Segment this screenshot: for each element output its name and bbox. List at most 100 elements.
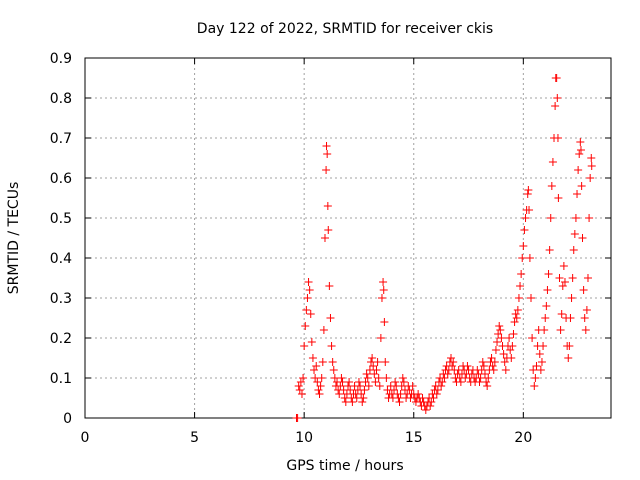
- x-tick-label: 0: [81, 430, 90, 446]
- data-point: [364, 382, 373, 390]
- data-point: [497, 334, 506, 342]
- data-point: [304, 278, 313, 286]
- y-tick-label: 0.6: [50, 171, 72, 187]
- data-point: [371, 378, 380, 386]
- data-point: [505, 334, 514, 342]
- data-point: [322, 166, 331, 174]
- data-point: [569, 246, 578, 254]
- y-tick-label: 0.7: [50, 131, 72, 147]
- data-point: [531, 374, 540, 382]
- y-tick-label: 0: [63, 411, 72, 427]
- data-point: [525, 206, 534, 214]
- data-point: [501, 366, 510, 374]
- data-point: [557, 310, 566, 318]
- data-point: [543, 286, 552, 294]
- data-point: [307, 338, 316, 346]
- data-point: [379, 278, 388, 286]
- data-point: [529, 366, 538, 374]
- data-point: [508, 342, 517, 350]
- data-point: [532, 362, 541, 370]
- data-point: [433, 386, 442, 394]
- x-tick-label: 5: [190, 430, 199, 446]
- x-tick-label: 20: [514, 430, 532, 446]
- data-point: [512, 314, 521, 322]
- data-point: [380, 318, 389, 326]
- data-point: [544, 270, 553, 278]
- data-point: [374, 374, 383, 382]
- y-tick-label: 0.2: [50, 331, 72, 347]
- data-point: [571, 214, 580, 222]
- data-point: [345, 378, 354, 386]
- data-point: [517, 270, 526, 278]
- data-point: [335, 390, 344, 398]
- data-point: [313, 378, 322, 386]
- data-point: [328, 358, 337, 366]
- data-point: [293, 414, 302, 422]
- data-point: [377, 294, 386, 302]
- data-point: [308, 354, 317, 362]
- data-point: [500, 358, 509, 366]
- data-point: [456, 378, 465, 386]
- data-point: [560, 278, 569, 286]
- data-point: [394, 394, 403, 402]
- data-point: [566, 314, 575, 322]
- data-point: [545, 246, 554, 254]
- y-axis-label: SRMTID / TECUs: [6, 182, 22, 295]
- data-point: [375, 382, 384, 390]
- data-point: [327, 342, 336, 350]
- data-point: [379, 286, 388, 294]
- data-point: [552, 74, 561, 82]
- data-point: [376, 334, 385, 342]
- x-tick-label: 15: [405, 430, 423, 446]
- data-point: [312, 362, 321, 370]
- x-axis-label: GPS time / hours: [286, 458, 403, 474]
- data-point: [300, 342, 309, 350]
- data-point: [373, 358, 382, 366]
- data-point: [525, 254, 534, 262]
- data-point: [553, 94, 562, 102]
- chart-title: Day 122 of 2022, SRMTID for receiver cki…: [197, 21, 493, 37]
- data-point: [314, 386, 323, 394]
- data-point: [514, 294, 523, 302]
- data-point: [568, 274, 577, 282]
- data-point: [482, 378, 491, 386]
- data-point: [493, 338, 502, 346]
- data-point: [553, 134, 562, 142]
- data-point: [496, 326, 505, 334]
- data-point: [329, 366, 338, 374]
- data-point: [489, 366, 498, 374]
- data-point: [391, 378, 400, 386]
- data-point: [398, 374, 407, 382]
- data-point: [325, 282, 334, 290]
- data-point: [381, 358, 390, 366]
- data-point: [573, 190, 582, 198]
- data-point: [559, 262, 568, 270]
- data-point: [528, 334, 537, 342]
- data-point: [579, 286, 588, 294]
- data-point: [506, 346, 515, 354]
- data-point: [297, 390, 306, 398]
- data-point: [447, 354, 456, 362]
- data-point: [382, 374, 391, 382]
- data-point: [326, 314, 335, 322]
- data-point: [323, 150, 332, 158]
- data-point: [414, 390, 423, 398]
- y-tick-label: 0.1: [50, 371, 72, 387]
- data-point: [295, 386, 304, 394]
- data-point: [570, 230, 579, 238]
- data-point: [548, 158, 557, 166]
- data-point: [536, 366, 545, 374]
- data-point: [555, 274, 564, 282]
- data-point: [587, 154, 596, 162]
- data-point: [520, 226, 529, 234]
- data-point: [511, 310, 520, 318]
- y-tick-label: 0.3: [50, 291, 72, 307]
- data-point: [348, 398, 357, 406]
- data-point: [337, 374, 346, 382]
- data-point: [574, 166, 583, 174]
- data-point: [487, 354, 496, 362]
- data-point: [324, 226, 333, 234]
- data-point: [368, 354, 377, 362]
- data-point: [360, 386, 369, 394]
- data-point: [449, 358, 458, 366]
